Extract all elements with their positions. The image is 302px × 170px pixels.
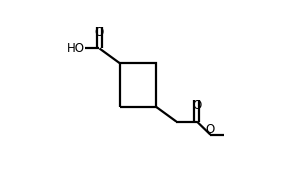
Text: HO: HO: [66, 42, 85, 55]
Text: O: O: [206, 123, 215, 136]
Text: O: O: [192, 99, 201, 112]
Text: O: O: [95, 26, 104, 39]
